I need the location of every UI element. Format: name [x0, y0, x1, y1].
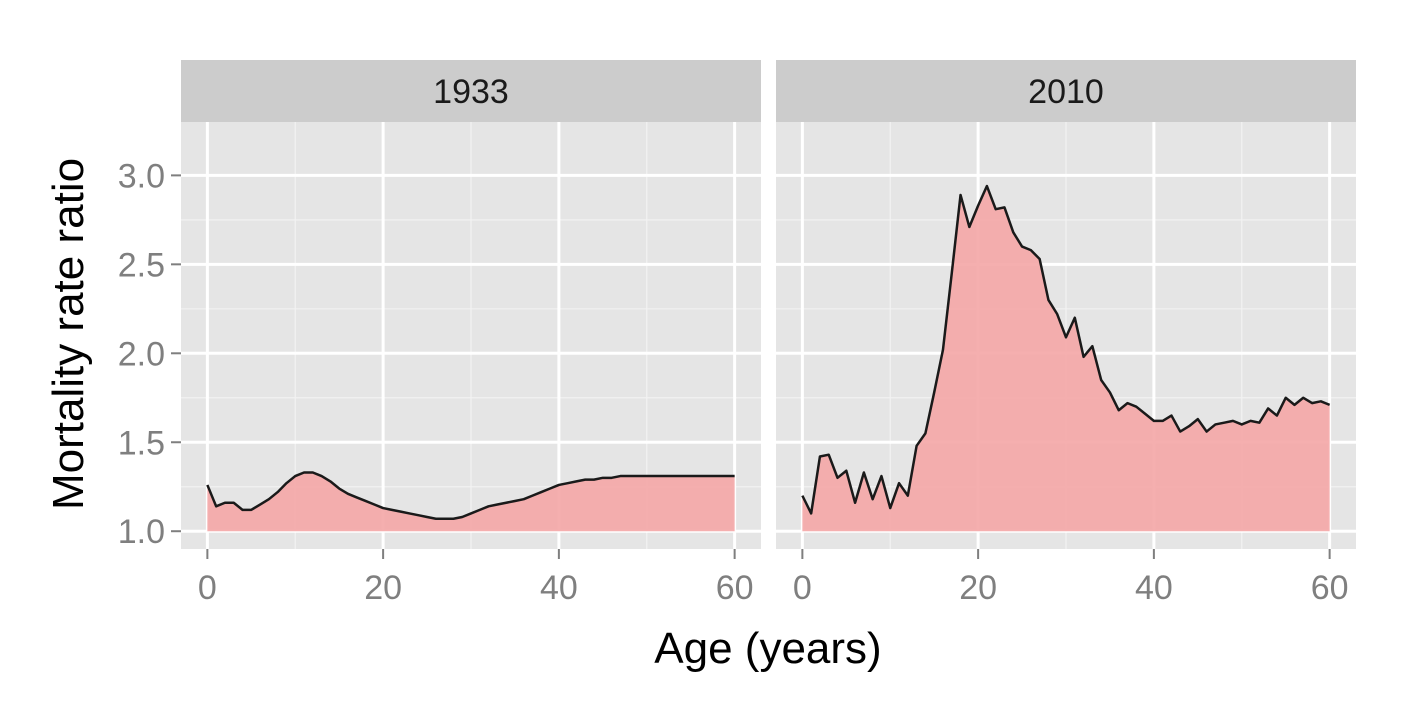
series-line — [801, 184, 1331, 515]
facet-strip — [181, 60, 761, 122]
y-axis-title: Mortality rate ratio — [44, 158, 93, 510]
facet-panel-2010: 2010 0 20 40 60 — [776, 60, 1356, 607]
facet-strip-label: 1933 — [433, 73, 509, 111]
x-tick-label: 40 — [540, 569, 578, 607]
x-tick-label: 20 — [364, 569, 402, 607]
series-line — [206, 471, 735, 521]
area-fill — [207, 472, 735, 532]
y-tick-label: 3.0 — [118, 157, 165, 195]
area-fill — [802, 186, 1330, 532]
x-tick-label: 20 — [959, 569, 997, 607]
x-tick-label: 0 — [198, 569, 217, 607]
x-tick-label: 60 — [1311, 569, 1349, 607]
x-tick-label: 0 — [793, 569, 812, 607]
facet-panels: 1.0 1.5 2.0 2.5 3.0 1933 0 20 40 60 2010 0 20 40 60 — [118, 60, 1356, 607]
y-tick-label: 1.5 — [118, 424, 165, 462]
x-tick-label: 40 — [1135, 569, 1173, 607]
x-axis-title: Age (years) — [654, 624, 881, 673]
y-tick-label: 1.0 — [118, 513, 165, 551]
facet-strip-label: 2010 — [1028, 73, 1104, 111]
x-tick-label: 60 — [716, 569, 754, 607]
y-tick-label: 2.0 — [118, 335, 165, 373]
facet-panel-1933: 1933 0 20 40 60 — [181, 60, 761, 607]
y-tick-label: 2.5 — [118, 246, 165, 284]
facet-strip — [776, 60, 1356, 122]
